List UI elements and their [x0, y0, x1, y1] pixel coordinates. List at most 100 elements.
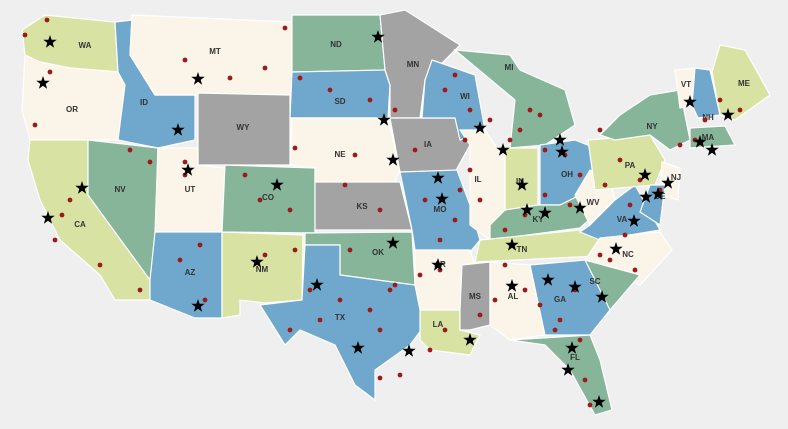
- state-label: NY: [646, 122, 658, 131]
- location-dot: [287, 207, 293, 213]
- location-dot: [242, 172, 248, 178]
- location-star: [555, 145, 569, 158]
- location-star: [181, 163, 195, 176]
- state-label: ND: [330, 40, 342, 49]
- location-dot: [67, 197, 73, 203]
- state-label: IL: [474, 175, 481, 184]
- location-star: [573, 201, 587, 214]
- location-dot: [367, 97, 373, 103]
- location-dot: [377, 327, 383, 333]
- location-star: [171, 123, 185, 136]
- state-label: NJ: [671, 173, 681, 182]
- location-star: [386, 153, 400, 166]
- location-dot: [52, 237, 58, 243]
- location-star: [250, 255, 264, 268]
- location-star: [41, 211, 55, 224]
- state-shape: [289, 69, 391, 119]
- state-shape: [578, 184, 661, 241]
- state-shape: [258, 244, 426, 402]
- location-dot: [467, 167, 473, 173]
- location-dot: [442, 327, 448, 333]
- location-dot: [297, 75, 303, 81]
- location-star: [191, 299, 205, 312]
- state-label: WV: [587, 198, 601, 207]
- location-dot: [502, 227, 508, 233]
- location-star: [568, 280, 582, 293]
- location-dot: [607, 257, 613, 263]
- location-dot: [452, 217, 458, 223]
- location-dot: [567, 202, 573, 208]
- location-star: [505, 238, 519, 251]
- location-dot: [147, 159, 153, 165]
- location-dot: [397, 372, 403, 378]
- state-label: IA: [424, 140, 432, 149]
- state-label: NM: [256, 265, 269, 274]
- state-label: ME: [738, 79, 751, 88]
- location-dot: [527, 107, 533, 113]
- location-star: [592, 395, 606, 408]
- location-dot: [287, 327, 293, 333]
- location-star: [310, 278, 324, 291]
- state-label: UT: [185, 185, 196, 194]
- location-dot: [457, 187, 463, 193]
- location-star: [651, 187, 665, 200]
- location-dot: [292, 247, 298, 253]
- location-dot: [292, 145, 298, 151]
- state-label: OH: [561, 170, 573, 179]
- location-star: [371, 30, 385, 43]
- location-dot: [597, 127, 603, 133]
- location-dot: [317, 317, 323, 323]
- location-dot: [737, 107, 743, 113]
- state-label: WI: [460, 92, 470, 101]
- state-label: LA: [433, 320, 444, 329]
- location-dot: [522, 287, 528, 293]
- location-star: [609, 242, 623, 255]
- state-label: MN: [407, 60, 420, 69]
- location-dot: [492, 297, 498, 303]
- state-label: KS: [356, 202, 368, 211]
- location-dot: [477, 197, 483, 203]
- location-dot: [367, 307, 373, 313]
- location-dot: [462, 137, 468, 143]
- location-dot: [44, 17, 50, 23]
- location-star: [538, 206, 552, 219]
- state-label: TN: [517, 245, 528, 254]
- location-dot: [127, 147, 133, 153]
- state-shape: [509, 334, 613, 416]
- location-dot: [702, 117, 708, 123]
- location-star: [473, 121, 487, 134]
- location-star: [693, 135, 707, 148]
- location-dot: [427, 347, 433, 353]
- state-label: IN: [516, 177, 524, 186]
- location-dot: [337, 297, 343, 303]
- location-dot: [262, 252, 268, 258]
- state-label: KY: [532, 215, 544, 224]
- location-star: [541, 273, 555, 286]
- state-label: CA: [74, 220, 86, 229]
- location-dot: [97, 262, 103, 268]
- location-dot: [537, 112, 543, 118]
- location-star: [661, 176, 675, 189]
- location-star: [43, 35, 57, 48]
- state-label: OR: [66, 105, 78, 114]
- location-star: [496, 143, 510, 156]
- location-dot: [537, 302, 543, 308]
- location-star: [386, 236, 400, 249]
- location-dot: [552, 327, 558, 333]
- location-star: [553, 133, 567, 146]
- location-star: [435, 192, 449, 205]
- location-dot: [352, 152, 358, 158]
- location-dot: [412, 147, 418, 153]
- location-star: [638, 168, 652, 181]
- location-dot: [517, 127, 523, 133]
- location-star: [75, 181, 89, 194]
- location-dot: [22, 32, 28, 38]
- state-label: MA: [702, 133, 715, 142]
- location-star: [463, 333, 477, 346]
- location-star: [520, 203, 534, 216]
- state-label: FL: [570, 353, 580, 362]
- location-star: [639, 190, 653, 203]
- state-label: MI: [505, 63, 514, 72]
- location-dot: [577, 337, 583, 343]
- location-star: [705, 143, 719, 156]
